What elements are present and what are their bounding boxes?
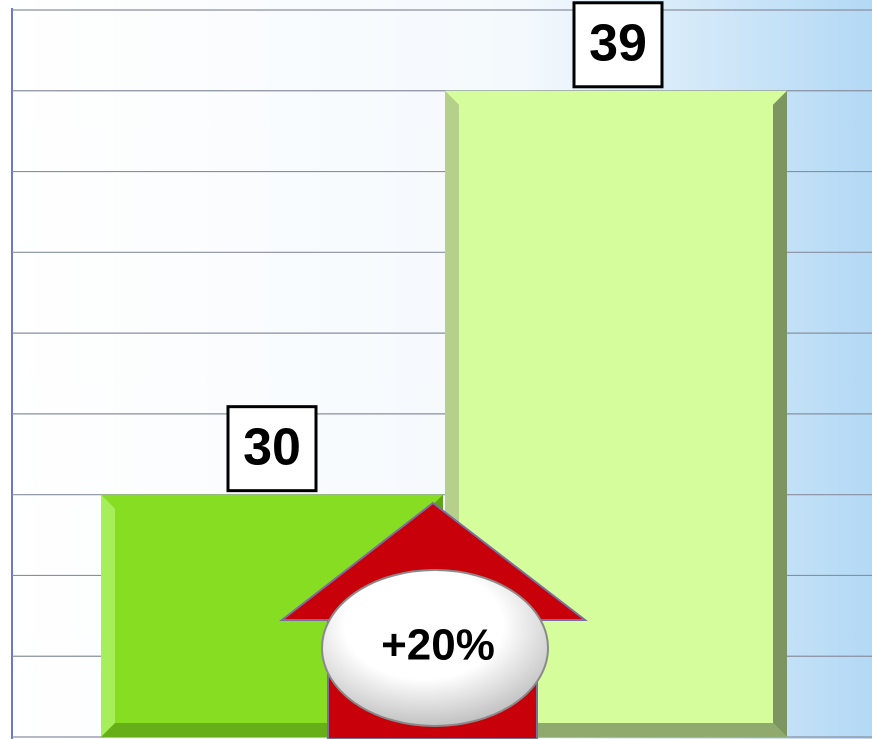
value-label-box xyxy=(226,405,318,493)
annotation: +20% xyxy=(381,621,495,670)
bar-bevel xyxy=(773,90,787,738)
value-label: 30 xyxy=(243,418,301,476)
value-label-box xyxy=(572,1,664,89)
value-label: 39 xyxy=(589,15,647,73)
annotation-oval xyxy=(321,569,549,727)
bar-bevel xyxy=(101,494,115,737)
